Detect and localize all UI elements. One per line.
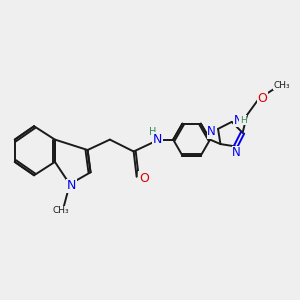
Text: CH₃: CH₃ <box>274 81 290 90</box>
Text: N: N <box>153 133 162 146</box>
Text: H: H <box>149 127 157 137</box>
Text: N: N <box>207 125 216 138</box>
Text: N: N <box>234 114 243 127</box>
Text: N: N <box>67 179 76 192</box>
Text: CH₃: CH₃ <box>52 206 69 215</box>
Text: H: H <box>240 116 246 125</box>
Text: O: O <box>139 172 149 185</box>
Text: O: O <box>258 92 268 105</box>
Text: N: N <box>232 146 241 160</box>
